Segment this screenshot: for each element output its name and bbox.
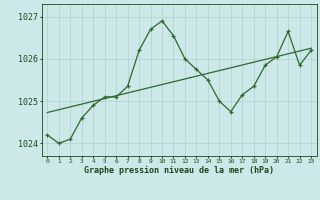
X-axis label: Graphe pression niveau de la mer (hPa): Graphe pression niveau de la mer (hPa) bbox=[84, 166, 274, 175]
